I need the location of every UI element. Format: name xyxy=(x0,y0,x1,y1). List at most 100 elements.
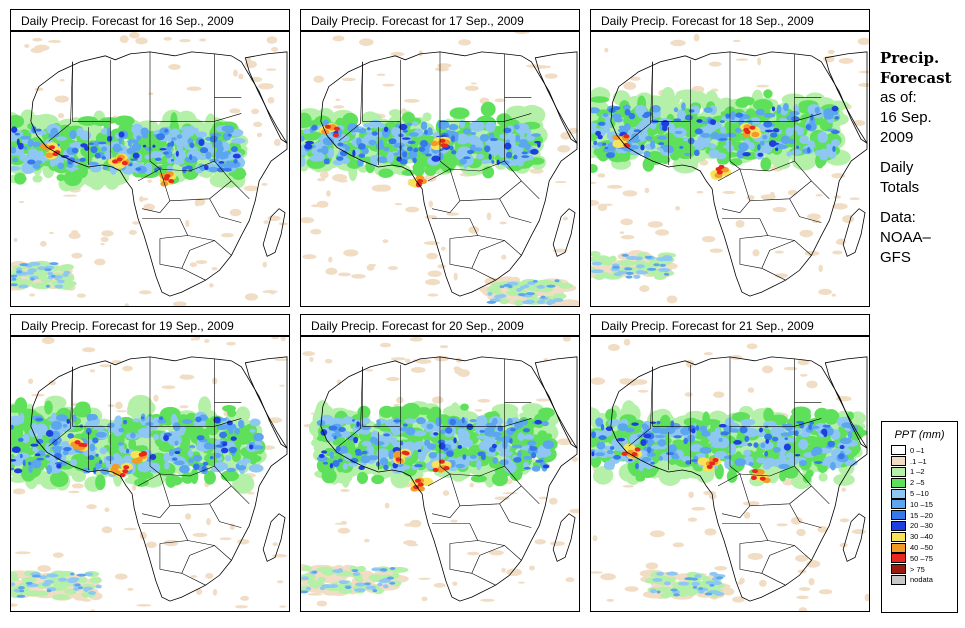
precip-cell xyxy=(172,301,187,306)
precip-cell xyxy=(234,429,253,445)
precip-cell xyxy=(361,440,372,447)
precip-cell xyxy=(321,468,337,484)
precip-cell xyxy=(206,518,211,526)
precip-cell xyxy=(713,391,725,398)
precip-cell xyxy=(21,417,34,433)
precip-cell xyxy=(764,129,774,133)
precip-cell xyxy=(186,86,202,91)
precip-cell xyxy=(301,576,310,581)
precip-cell xyxy=(521,151,528,155)
precip-cell xyxy=(209,283,214,288)
map-canvas xyxy=(301,337,579,607)
precip-cell xyxy=(165,473,177,488)
precip-cell xyxy=(732,39,741,43)
precip-cell xyxy=(311,124,318,131)
precip-cell xyxy=(102,165,108,171)
precip-cell xyxy=(474,409,483,412)
precip-cell xyxy=(112,469,121,476)
precip-cell xyxy=(86,504,97,510)
precip-cell xyxy=(776,104,782,114)
precip-cell xyxy=(152,144,156,148)
precip-cell xyxy=(52,438,58,446)
precip-cell xyxy=(655,229,670,236)
forecast-panel: Daily Precip. Forecast for 18 Sep., 2009 xyxy=(590,9,872,311)
precip-cell xyxy=(523,455,533,460)
precip-cell xyxy=(85,427,92,435)
precip-cell xyxy=(688,491,694,499)
precip-cell xyxy=(95,453,99,457)
precip-cell xyxy=(449,107,470,119)
precip-cell xyxy=(562,337,572,342)
precip-cell xyxy=(709,248,723,253)
border-line xyxy=(761,240,795,269)
precip-cell xyxy=(796,528,806,537)
precip-cell xyxy=(376,448,390,459)
precip-cell xyxy=(747,552,763,560)
precip-cell xyxy=(792,126,805,131)
border-line xyxy=(181,240,215,269)
precip-cell xyxy=(19,589,25,593)
precip-cell xyxy=(404,98,420,103)
precip-cell xyxy=(326,190,331,197)
precip-cell xyxy=(722,190,736,194)
precip-cell xyxy=(624,586,639,592)
precip-cell xyxy=(15,551,31,555)
precip-cell xyxy=(818,264,823,273)
precip-cell xyxy=(748,501,760,506)
precip-cell xyxy=(430,140,439,147)
precip-cell xyxy=(703,490,716,496)
precip-cell xyxy=(189,154,193,161)
precip-cell xyxy=(730,110,736,121)
precip-cell xyxy=(470,131,477,136)
precip-cell xyxy=(591,163,598,173)
precip-cell xyxy=(805,469,814,478)
precip-cell xyxy=(799,229,814,238)
precip-cell xyxy=(469,454,477,460)
precip-cell xyxy=(203,164,209,171)
precip-cell xyxy=(633,129,642,133)
precip-cell xyxy=(433,582,446,588)
precip-cell xyxy=(797,569,807,574)
precip-cell xyxy=(357,405,371,419)
precip-cell xyxy=(204,339,210,343)
precip-cell xyxy=(725,113,730,119)
precip-cell xyxy=(35,438,44,444)
precip-cell xyxy=(379,568,388,572)
precip-cell xyxy=(650,117,657,130)
precip-cell xyxy=(476,434,490,440)
precip-cell xyxy=(464,85,479,91)
precip-cell xyxy=(230,436,237,441)
coastline xyxy=(534,51,578,145)
precip-cell xyxy=(13,468,23,474)
precip-cell xyxy=(322,137,335,146)
precip-cell xyxy=(46,464,53,475)
border-line xyxy=(214,53,242,98)
precip-cell xyxy=(791,149,803,155)
precip-cell xyxy=(531,465,541,472)
precip-cell xyxy=(272,542,278,547)
precip-cell xyxy=(209,135,218,143)
precip-cell xyxy=(95,474,106,491)
border-line xyxy=(729,121,741,170)
precip-cell xyxy=(788,138,795,145)
precip-cell xyxy=(398,133,404,138)
precip-cell xyxy=(710,119,717,126)
precip-cell xyxy=(61,264,74,270)
precip-cell xyxy=(27,268,38,273)
precip-cell xyxy=(420,121,428,131)
precip-cell xyxy=(798,587,811,591)
precip-cell xyxy=(383,464,389,471)
precip-cell xyxy=(88,590,96,595)
coastline xyxy=(320,51,578,297)
precip-cell xyxy=(321,450,328,454)
precip-cell xyxy=(136,135,142,141)
precip-cell xyxy=(591,256,604,263)
precip-cell xyxy=(363,123,373,128)
border-line xyxy=(48,366,73,447)
precip-cell xyxy=(798,607,808,611)
precip-cell xyxy=(123,454,133,465)
precip-cell xyxy=(263,220,269,224)
precip-cell xyxy=(536,300,546,304)
precip-cell xyxy=(342,416,354,425)
precip-cell xyxy=(437,63,452,68)
